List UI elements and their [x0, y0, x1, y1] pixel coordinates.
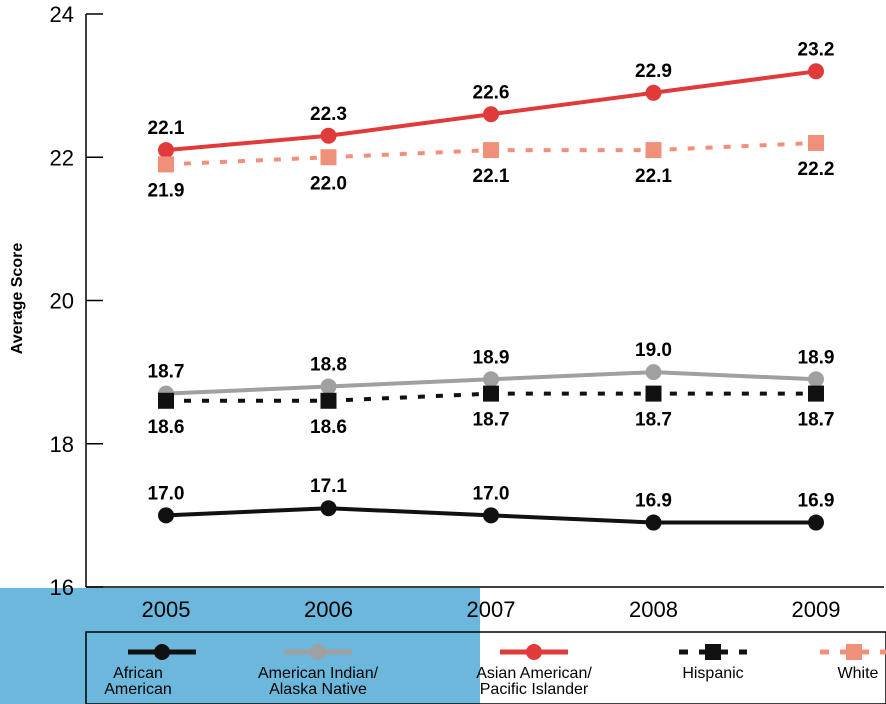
- data-label: 17.1: [310, 476, 347, 497]
- data-point: [158, 156, 174, 173]
- data-label: 18.9: [798, 347, 835, 368]
- legend-item-2: Asian American/Pacific Islander: [476, 644, 592, 698]
- data-point: [808, 514, 824, 531]
- data-label: 22.6: [473, 82, 510, 103]
- y-tick-label: 16: [50, 575, 74, 600]
- series-0: [158, 500, 824, 531]
- data-label: 16.9: [635, 491, 672, 512]
- data-label: 22.1: [148, 118, 185, 139]
- x-tick-label: 2005: [142, 597, 191, 622]
- legend-marker: [705, 644, 721, 660]
- x-tick-label: 2009: [792, 597, 841, 622]
- data-point: [483, 371, 499, 388]
- legend-marker: [154, 644, 170, 660]
- legend-label: American Indian/: [258, 665, 379, 682]
- data-label: 22.2: [798, 159, 835, 180]
- legend-item-1: American Indian/Alaska Native: [258, 644, 379, 698]
- data-label: 23.2: [798, 39, 835, 60]
- data-point: [808, 63, 824, 80]
- legend-label: White: [838, 665, 879, 682]
- data-point: [320, 149, 337, 166]
- x-tick-label: 2008: [629, 597, 678, 622]
- legend-item-3: Hispanic: [679, 644, 747, 682]
- data-point: [483, 142, 499, 159]
- legend-label: African: [113, 665, 163, 682]
- data-point: [645, 385, 662, 402]
- data-label: 18.8: [310, 354, 347, 375]
- data-label: 21.9: [148, 180, 185, 201]
- series-4: [158, 134, 824, 173]
- legend-label: Hispanic: [682, 665, 743, 682]
- data-point: [808, 371, 824, 388]
- legend-label: Alaska Native: [269, 681, 367, 698]
- watermark-background: [0, 588, 480, 704]
- data-label: 18.7: [798, 410, 835, 431]
- data-label: 22.0: [310, 173, 347, 194]
- legend-marker: [526, 644, 542, 660]
- data-point: [483, 385, 499, 402]
- y-tick-label: 20: [50, 289, 74, 314]
- data-point: [645, 514, 662, 531]
- series-3: [158, 385, 824, 409]
- x-tick-label: 2006: [304, 597, 353, 622]
- data-point: [645, 364, 662, 381]
- data-point: [320, 378, 337, 395]
- data-label: 18.9: [473, 347, 510, 368]
- legend-item-4: White: [820, 644, 886, 682]
- data-label: 22.9: [635, 61, 672, 82]
- y-tick-label: 18: [50, 432, 74, 457]
- data-label: 17.0: [148, 483, 185, 504]
- data-point: [808, 385, 824, 402]
- x-tick-label: 2007: [467, 597, 516, 622]
- series-layer: [158, 63, 824, 531]
- y-axis-title: Average Score: [9, 243, 26, 355]
- data-point: [158, 142, 174, 159]
- data-label: 18.6: [310, 417, 347, 438]
- data-labels: 17.0 17.1 17.0 16.9 16.9 18.7 18.8 18.9 19.0 18.9…: [148, 39, 835, 511]
- data-point: [320, 500, 337, 517]
- data-point: [645, 84, 662, 101]
- data-point: [483, 507, 499, 524]
- data-point: [320, 392, 337, 409]
- data-point: [483, 106, 499, 123]
- data-label: 18.6: [148, 417, 185, 438]
- data-point: [808, 134, 824, 151]
- y-tick-label: 24: [50, 2, 74, 27]
- data-label: 18.7: [635, 410, 672, 431]
- series-2: [158, 63, 824, 159]
- data-label: 16.9: [798, 491, 835, 512]
- legend-label: American: [104, 681, 172, 698]
- data-point: [645, 142, 662, 159]
- data-point: [158, 507, 174, 524]
- y-tick-label: 22: [50, 145, 74, 170]
- data-label: 17.0: [473, 483, 510, 504]
- legend-marker: [846, 644, 862, 660]
- legend-frame: [85, 631, 886, 704]
- axes: 16 18 20 22 24 2005 2006 2007 2008 2009 Average Sc…: [9, 2, 884, 622]
- data-label: 18.7: [148, 362, 185, 383]
- data-point: [320, 127, 337, 144]
- data-label: 19.0: [635, 340, 672, 361]
- legend-label: Asian American/: [476, 665, 592, 682]
- legend-label: Pacific Islander: [480, 681, 589, 698]
- data-label: 22.1: [473, 166, 510, 187]
- data-label: 18.7: [473, 410, 510, 431]
- data-point: [158, 392, 174, 409]
- legend-marker: [310, 644, 326, 660]
- data-label: 22.3: [310, 104, 347, 125]
- data-label: 22.1: [635, 166, 672, 187]
